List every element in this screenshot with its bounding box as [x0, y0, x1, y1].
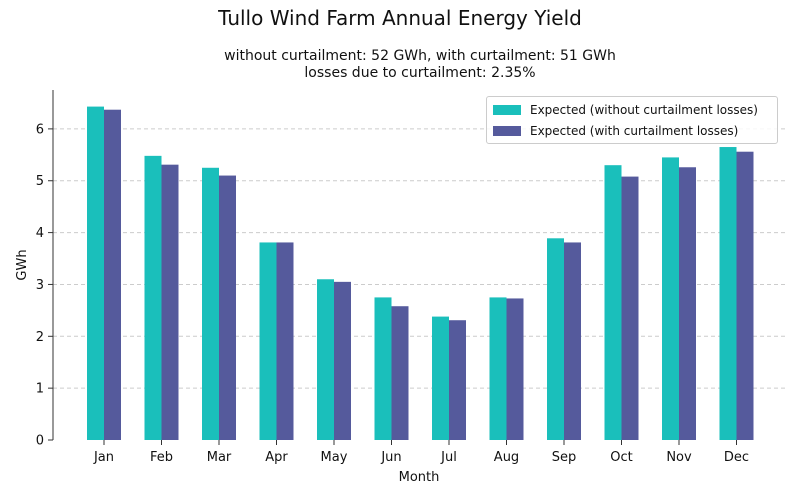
bar-without-curtailment-feb	[144, 155, 162, 440]
y-tick-label-2: 2	[36, 330, 44, 345]
bar-with-curtailment-aug	[506, 298, 524, 440]
bar-without-curtailment-nov	[662, 157, 679, 440]
bar-without-curtailment-aug	[489, 297, 507, 440]
x-tick-label-mar: Mar	[207, 450, 232, 465]
bar-with-curtailment-feb	[161, 164, 179, 440]
chart-title: Tullo Wind Farm Annual Energy Yield	[218, 6, 582, 30]
y-tick-label-0: 0	[36, 434, 44, 449]
x-tick-label-aug: Aug	[494, 450, 519, 465]
x-tick-label-jan: Jan	[93, 450, 114, 465]
bar-without-curtailment-oct	[604, 165, 622, 440]
bar-with-curtailment-jul	[449, 320, 466, 440]
subtitle-line-totals: without curtailment: 52 GWh, with curtai…	[224, 48, 616, 64]
bar-without-curtailment-jan	[87, 106, 104, 440]
bar-with-curtailment-jan	[104, 109, 121, 440]
bar-without-curtailment-apr	[259, 242, 277, 440]
legend-item-without-curtailment: Expected (without curtailment losses)	[493, 102, 758, 118]
bars	[87, 106, 754, 441]
bar-with-curtailment-nov	[679, 167, 696, 440]
bar-without-curtailment-may	[317, 279, 334, 440]
legend: Expected (without curtailment losses) Ex…	[486, 96, 778, 144]
x-tick-label-may: May	[321, 450, 348, 465]
y-tick-label-1: 1	[36, 382, 44, 397]
bar-without-curtailment-jun	[374, 297, 392, 440]
y-tick-label-4: 4	[36, 226, 44, 241]
bar-with-curtailment-dec	[736, 151, 754, 440]
y-tick-label-3: 3	[36, 278, 44, 293]
y-tick-label-6: 6	[36, 122, 44, 137]
legend-label-with-curtailment: Expected (with curtailment losses)	[530, 124, 739, 138]
x-tick-label-nov: Nov	[666, 450, 692, 465]
x-tick-label-feb: Feb	[150, 450, 173, 465]
legend-item-with-curtailment: Expected (with curtailment losses)	[493, 123, 738, 139]
bar-with-curtailment-oct	[621, 176, 639, 440]
bar-without-curtailment-mar	[202, 167, 219, 440]
legend-swatch-without-curtailment	[493, 105, 521, 115]
bar-without-curtailment-jul	[432, 316, 449, 440]
bar-with-curtailment-may	[334, 281, 351, 440]
x-tick-label-jun: Jun	[380, 450, 401, 465]
legend-label-without-curtailment: Expected (without curtailment losses)	[530, 103, 758, 117]
legend-swatch-with-curtailment	[493, 126, 521, 136]
subtitle-line-losses: losses due to curtailment: 2.35%	[304, 65, 536, 81]
bar-with-curtailment-jun	[391, 306, 409, 440]
y-tick-label-5: 5	[36, 174, 44, 189]
x-tick-label-dec: Dec	[724, 450, 749, 465]
bar-with-curtailment-mar	[219, 175, 236, 441]
bar-with-curtailment-sep	[564, 242, 581, 440]
x-tick-label-jul: Jul	[440, 450, 457, 465]
bar-with-curtailment-apr	[276, 242, 294, 440]
axes: 0 1 2 3 4 5 6 Jan Feb Mar Apr May Jun Jul Aug Sep Oct Nov…	[36, 90, 749, 465]
x-tick-label-apr: Apr	[265, 450, 288, 465]
bar-without-curtailment-dec	[719, 147, 737, 440]
x-tick-label-oct: Oct	[610, 450, 632, 465]
chart-subtitle: without curtailment: 52 GWh, with curtai…	[120, 48, 720, 82]
bar-without-curtailment-sep	[547, 238, 564, 440]
x-axis-label: Month	[399, 470, 440, 485]
x-tick-label-sep: Sep	[552, 450, 577, 465]
y-axis-label: GWh	[15, 249, 30, 280]
